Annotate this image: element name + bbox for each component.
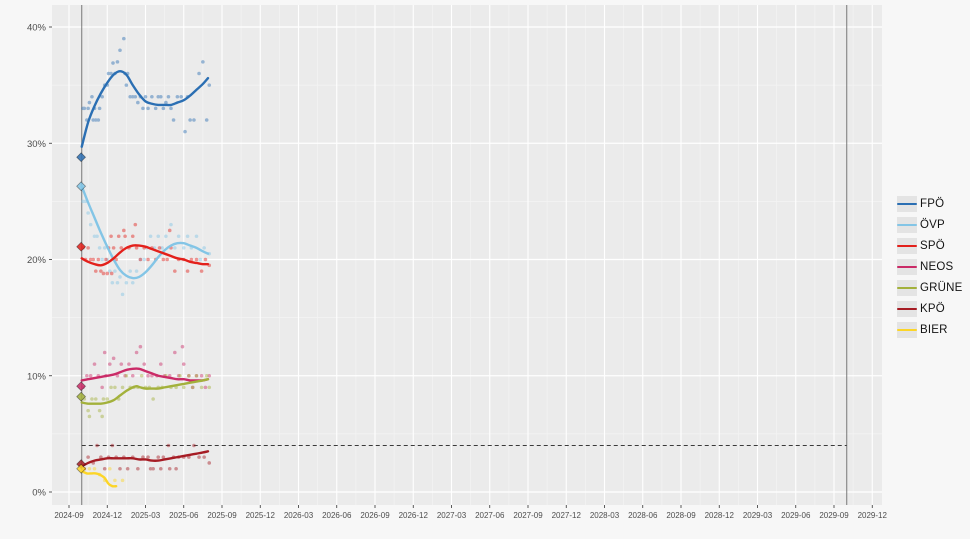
trend-line-ovp [80,185,210,280]
x-axis-label: 2028-12 [705,511,735,520]
legend-item-grune: GRÜNE [897,277,963,298]
trend-line-spo [80,244,210,267]
election-result-diamond-fpo [76,152,87,163]
x-axis-label: 2026-03 [284,511,314,520]
legend-item-fpo: FPÖ [897,193,963,214]
trend-line-fpo [80,69,210,148]
x-axis-label: 2028-03 [590,511,620,520]
y-axis-label: 20% [27,255,47,266]
legend-key-line-bier [897,321,917,338]
x-axis-label: 2026-09 [360,511,390,520]
x-axis-label: 2028-09 [666,511,696,520]
poll-points-fpo [81,36,212,134]
y-axis-label: 30% [27,139,47,150]
legend-item-ovp: ÖVP [897,214,963,235]
x-axis-label: 2028-06 [628,511,658,520]
legend-label-bier: BIER [920,323,948,336]
election-result-diamond-bier [76,463,87,474]
election-result-diamond-ovp [76,181,87,192]
legend-label-ovp: ÖVP [920,218,945,231]
chart-legend: FPÖ ÖVP SPÖ NEOS GRÜNE KPÖ BIER [897,193,963,340]
legend-label-spo: SPÖ [920,239,945,252]
x-axis-label: 2025-09 [207,511,237,520]
x-axis-label: 2029-06 [781,511,811,520]
legend-label-fpo: FPÖ [920,197,945,210]
gridlines [52,5,882,505]
y-axis-label: 40% [27,23,47,34]
x-axis-label: 2029-09 [819,511,849,520]
legend-label-neos: NEOS [920,260,954,273]
legend-key-line-neos [897,258,917,275]
election-result-diamond-spo [76,241,87,252]
legend-item-bier: BIER [897,319,963,340]
x-axis-label: 2026-06 [322,511,352,520]
legend-key-line-grune [897,279,917,296]
y-axis-label: 10% [27,371,47,382]
election-result-diamond-grune [76,391,87,402]
legend-item-spo: SPÖ [897,235,963,256]
poll-points-neos [81,344,212,390]
trend-line-bier [80,469,118,488]
trend-line-kpo [80,450,210,468]
x-axis-label: 2029-03 [743,511,773,520]
x-axis-label: 2027-03 [437,511,467,520]
legend-label-grune: GRÜNE [920,281,963,294]
x-axis-label: 2024-12 [93,511,123,520]
axes: 0% 10% 20% 30% 40% 2024-09 2024-12 2025-03 2025-… [27,23,887,521]
legend-key-line-fpo [897,195,917,212]
plot-panel [52,5,882,505]
x-axis-label: 2025-06 [169,511,199,520]
x-axis-label: 2025-03 [131,511,161,520]
x-axis-label: 2027-06 [475,511,505,520]
x-axis-label: 2027-09 [513,511,543,520]
x-axis-label: 2026-12 [399,511,429,520]
legend-key-line-spo [897,237,917,254]
x-axis-label: 2025-12 [246,511,276,520]
legend-key-line-ovp [897,216,917,233]
legend-key-line-kpo [897,300,917,317]
y-axis-label: 0% [32,488,46,499]
legend-item-neos: NEOS [897,256,963,277]
trend-line-neos [80,367,210,382]
legend-item-kpo: KPÖ [897,298,963,319]
x-axis-label: 2027-12 [552,511,582,520]
election-result-diamond-neos [76,381,87,392]
legend-label-kpo: KPÖ [920,302,945,315]
x-axis-label: 2029-12 [858,511,888,520]
x-axis-label: 2024-09 [54,511,84,520]
trend-line-grune [80,378,210,405]
